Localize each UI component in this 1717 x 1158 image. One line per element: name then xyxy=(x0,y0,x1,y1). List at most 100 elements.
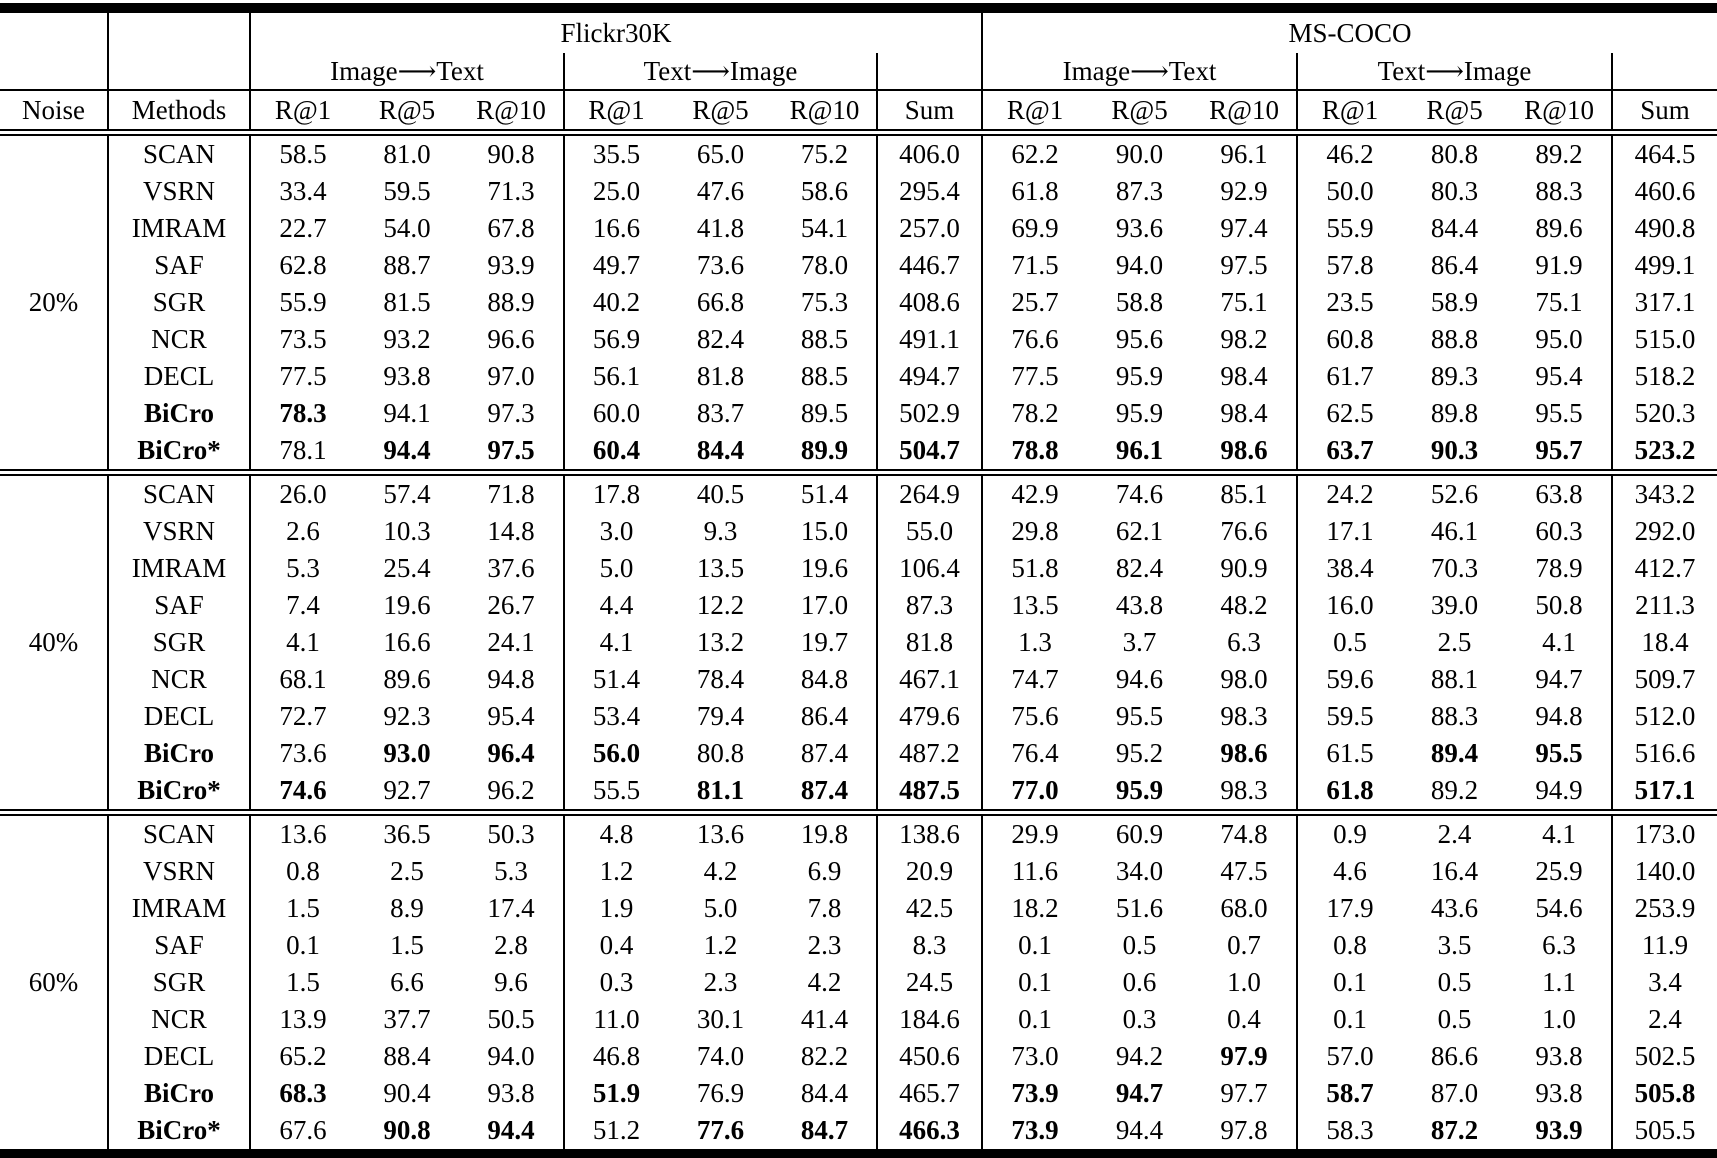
value-cell: 13.6 xyxy=(279,819,327,850)
value-cell: 89.3 xyxy=(1430,361,1479,392)
value-cell: 26.7 xyxy=(459,587,565,624)
value-cell: 36.5 xyxy=(383,819,431,850)
value-cell: 75.6 xyxy=(1011,701,1059,732)
value-cell: 84.4 xyxy=(1430,213,1479,244)
method-name: DECL xyxy=(108,698,251,735)
value-cell: 4.8 xyxy=(599,819,634,850)
table-row: VSRN 33.4 59.5 71.3 25.0 47.6 58.6 295.4 61.8 87.… xyxy=(0,173,1717,210)
value-cell: 29.8 xyxy=(1011,516,1059,547)
value-cell: 43.6 xyxy=(1430,893,1479,924)
value-cell: 67.8 xyxy=(459,210,565,247)
value-cell: 6.3 xyxy=(1192,624,1299,661)
value-cell: 76.6 xyxy=(1011,324,1059,355)
value-cell: 95.9 xyxy=(1115,398,1164,429)
value-cell: 406.0 xyxy=(877,132,984,173)
value-cell: 0.3 xyxy=(1122,1004,1157,1035)
value-cell: 2.8 xyxy=(459,927,565,964)
value-cell: 1.5 xyxy=(286,967,320,998)
value-cell: 62.5 xyxy=(1326,398,1374,429)
value-cell: 0.5 xyxy=(1122,930,1157,961)
value-cell: 95.4 xyxy=(1507,358,1614,395)
table-row: NCR 13.9 37.7 50.5 11.0 30.1 41.4 184.6 0.1 0.3 0.… xyxy=(0,1001,1717,1038)
value-cell: 87.2 xyxy=(1430,1115,1479,1146)
value-cell: 0.3 xyxy=(599,967,634,998)
value-cell: 87.4 xyxy=(773,772,878,813)
value-cell: 92.7 xyxy=(383,775,431,806)
value-cell: 93.2 xyxy=(383,324,431,355)
value-cell: 2.4 xyxy=(1648,1004,1682,1035)
value-cell: 88.3 xyxy=(1430,701,1479,732)
value-cell: 504.7 xyxy=(877,432,984,473)
value-cell: 90.8 xyxy=(383,1115,431,1146)
value-cell: 6.3 xyxy=(1507,927,1614,964)
table-row: BiCro* 78.1 94.4 97.5 60.4 84.4 89.9 504.7 78.8 9… xyxy=(0,432,1717,473)
value-cell: 487.2 xyxy=(877,735,984,772)
value-cell: 0.1 xyxy=(1018,967,1052,998)
value-cell: 95.4 xyxy=(459,698,565,735)
value-cell: 94.0 xyxy=(459,1038,565,1075)
value-cell: 62.8 xyxy=(279,250,327,281)
value-cell: 39.0 xyxy=(1430,590,1479,621)
noise-block-20: 20% SCAN 58.5 81.0 90.8 35.5 65.0 75.2 406.0 62.2… xyxy=(0,132,1717,473)
value-cell: 0.4 xyxy=(599,930,634,961)
method-name: SAF xyxy=(108,587,251,624)
value-cell: 55.5 xyxy=(592,775,641,806)
value-cell: 51.6 xyxy=(1115,893,1164,924)
value-cell: 25.7 xyxy=(1011,287,1059,318)
value-cell: 82.4 xyxy=(696,324,745,355)
value-cell: 95.5 xyxy=(1507,395,1614,432)
value-cell: 63.8 xyxy=(1507,472,1614,513)
value-cell: 59.5 xyxy=(1326,701,1374,732)
value-cell: 81.5 xyxy=(383,287,431,318)
value-cell: 47.6 xyxy=(696,176,745,207)
value-cell: 25.0 xyxy=(592,176,641,207)
value-cell: 67.6 xyxy=(279,1115,327,1146)
value-cell: 97.9 xyxy=(1192,1038,1299,1075)
column-header-sum: Sum xyxy=(877,89,984,133)
direction-header-coco-image-to-text: Image⟶Text xyxy=(982,53,1299,90)
value-cell: 94.1 xyxy=(383,398,431,429)
value-cell: 59.5 xyxy=(383,176,431,207)
value-cell: 93.6 xyxy=(1115,213,1164,244)
column-header-r10: R@10 xyxy=(773,89,878,133)
method-name: SCAN xyxy=(108,472,251,513)
value-cell: 466.3 xyxy=(877,1112,984,1154)
method-name: DECL xyxy=(108,1038,251,1075)
value-cell: 295.4 xyxy=(877,173,984,210)
value-cell: 479.6 xyxy=(877,698,984,735)
value-cell: 13.9 xyxy=(279,1004,327,1035)
value-cell: 95.9 xyxy=(1115,775,1164,806)
value-cell: 408.6 xyxy=(877,284,984,321)
value-cell: 98.6 xyxy=(1192,735,1299,772)
value-cell: 72.7 xyxy=(279,701,327,732)
value-cell: 17.9 xyxy=(1326,893,1374,924)
value-cell: 95.2 xyxy=(1115,738,1164,769)
value-cell: 58.9 xyxy=(1430,287,1479,318)
value-cell: 0.8 xyxy=(286,856,320,887)
value-cell: 95.7 xyxy=(1507,432,1614,473)
value-cell: 62.2 xyxy=(1011,139,1059,170)
value-cell: 3.0 xyxy=(599,516,634,547)
value-cell: 60.0 xyxy=(592,398,641,429)
value-cell: 89.9 xyxy=(773,432,878,473)
value-cell: 76.6 xyxy=(1192,513,1299,550)
value-cell: 502.9 xyxy=(877,395,984,432)
method-name: NCR xyxy=(108,661,251,698)
value-cell: 75.1 xyxy=(1192,284,1299,321)
value-cell: 88.1 xyxy=(1430,664,1479,695)
value-cell: 80.3 xyxy=(1430,176,1479,207)
value-cell: 2.3 xyxy=(773,927,878,964)
value-cell: 93.8 xyxy=(459,1075,565,1112)
column-header-r5: R@5 xyxy=(668,89,773,133)
value-cell: 90.8 xyxy=(459,132,565,173)
table-row: VSRN 2.6 10.3 14.8 3.0 9.3 15.0 55.0 29.8 62.1 76.… xyxy=(0,513,1717,550)
value-cell: 51.8 xyxy=(1011,553,1059,584)
value-cell: 446.7 xyxy=(877,247,984,284)
value-cell: 16.6 xyxy=(383,627,431,658)
value-cell: 84.7 xyxy=(773,1112,878,1154)
value-cell: 37.6 xyxy=(459,550,565,587)
value-cell: 51.4 xyxy=(773,472,878,513)
value-cell: 56.0 xyxy=(592,738,641,769)
value-cell: 25.9 xyxy=(1507,853,1614,890)
value-cell: 86.4 xyxy=(773,698,878,735)
